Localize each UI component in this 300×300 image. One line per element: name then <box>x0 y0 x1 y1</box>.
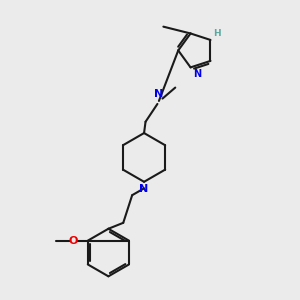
Text: O: O <box>69 236 78 246</box>
Text: N: N <box>154 89 164 100</box>
Text: H: H <box>213 28 220 38</box>
Text: N: N <box>194 69 202 79</box>
Text: N: N <box>140 184 149 194</box>
